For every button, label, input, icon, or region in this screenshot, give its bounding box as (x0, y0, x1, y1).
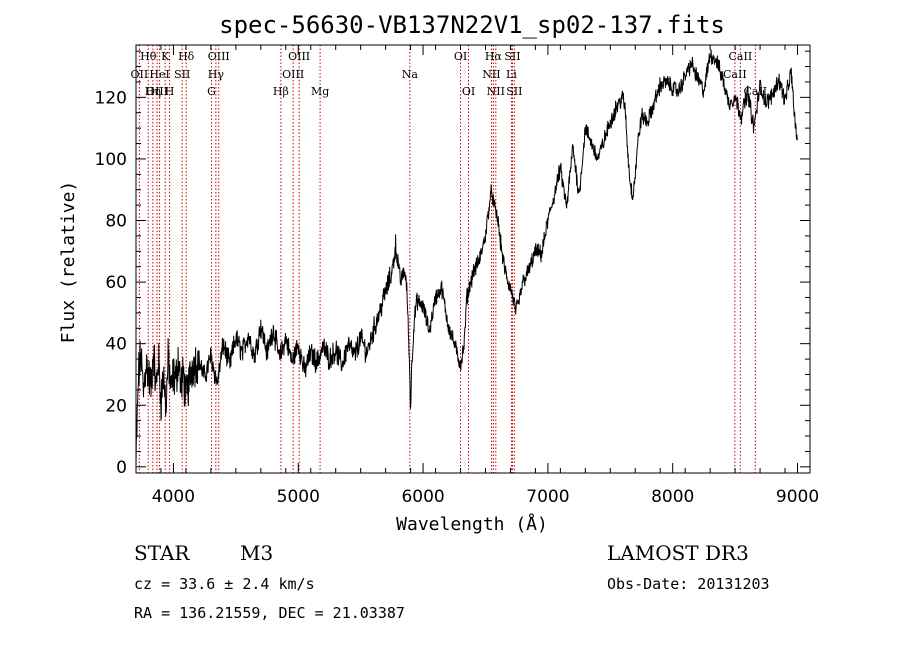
y-tick-label-6: 120 (95, 88, 127, 108)
line-label-22: Li (506, 68, 517, 81)
coordinates-info: RA = 136.21559, DEC = 21.03387 (134, 604, 405, 622)
chart-title: spec-56630-VB137N22V1_sp02-137.fits (219, 11, 725, 39)
axis-ticks: 4000 5000 6000 7000 8000 9000 0 20 40 60 80 100 120 (95, 45, 819, 507)
line-label-23: NII (487, 85, 505, 98)
x-tick-label-4: 8000 (651, 487, 694, 507)
line-label-0: Hθ (140, 50, 157, 63)
line-label-12: OIII (288, 50, 310, 63)
survey-name: LAMOST DR3 (607, 541, 749, 565)
line-label-9: OIII (208, 50, 230, 63)
x-tick-label-3: 7000 (526, 487, 569, 507)
line-label-15: Mg (311, 85, 329, 98)
y-axis-label: Flux (relative) (58, 181, 79, 344)
line-label-18: OI (462, 85, 475, 98)
y-tick-label-1: 20 (105, 396, 127, 416)
y-tick-label-2: 40 (105, 335, 127, 355)
observation-date: Obs-Date: 20131203 (607, 575, 770, 593)
plot-frame (135, 44, 811, 474)
line-label-6: H (165, 85, 175, 98)
line-label-19: Hα (485, 50, 503, 63)
line-label-26: CaII (723, 68, 747, 81)
spectrum-line (135, 49, 798, 465)
object-class: STAR (134, 541, 190, 565)
line-label-2: OIII (146, 85, 168, 98)
line-label-7: SII (174, 68, 190, 81)
line-label-10: Hγ (208, 68, 225, 81)
x-tick-label-1: 5000 (277, 487, 320, 507)
line-label-14: Hβ (273, 85, 289, 98)
line-label-13: OIII (282, 68, 304, 81)
redshift-info: cz = 33.6 ± 2.4 km/s (134, 575, 315, 593)
y-tick-label-0: 0 (116, 458, 127, 478)
x-tick-label-0: 4000 (152, 487, 195, 507)
line-label-3: K (161, 50, 170, 63)
emission-line-labels: Hθ OII OIII K HeI Hη H SII Hδ OIII Hγ G OIII OIII Hβ Mg… (131, 50, 768, 98)
y-tick-label-3: 60 (105, 273, 127, 293)
line-label-16: Na (402, 68, 419, 81)
line-label-17: OI (454, 50, 467, 63)
object-subclass: M3 (240, 541, 273, 565)
line-label-8: Hδ (178, 50, 195, 63)
line-label-11: G (207, 85, 216, 98)
line-label-25: CaII (729, 50, 753, 63)
emission-line-markers (138, 45, 756, 473)
line-label-1: OII (131, 68, 149, 81)
x-axis-label: Wavelength (Å) (396, 513, 548, 535)
y-tick-label-4: 80 (105, 212, 127, 232)
x-tick-label-2: 6000 (401, 487, 444, 507)
line-label-24: SII (506, 85, 522, 98)
line-label-21: NII (482, 68, 500, 81)
x-tick-label-5: 9000 (776, 487, 819, 507)
y-tick-label-5: 100 (95, 150, 127, 170)
line-label-4: HeI (149, 68, 169, 81)
line-label-20: SII (504, 50, 520, 63)
line-label-5: Hη (145, 85, 161, 98)
